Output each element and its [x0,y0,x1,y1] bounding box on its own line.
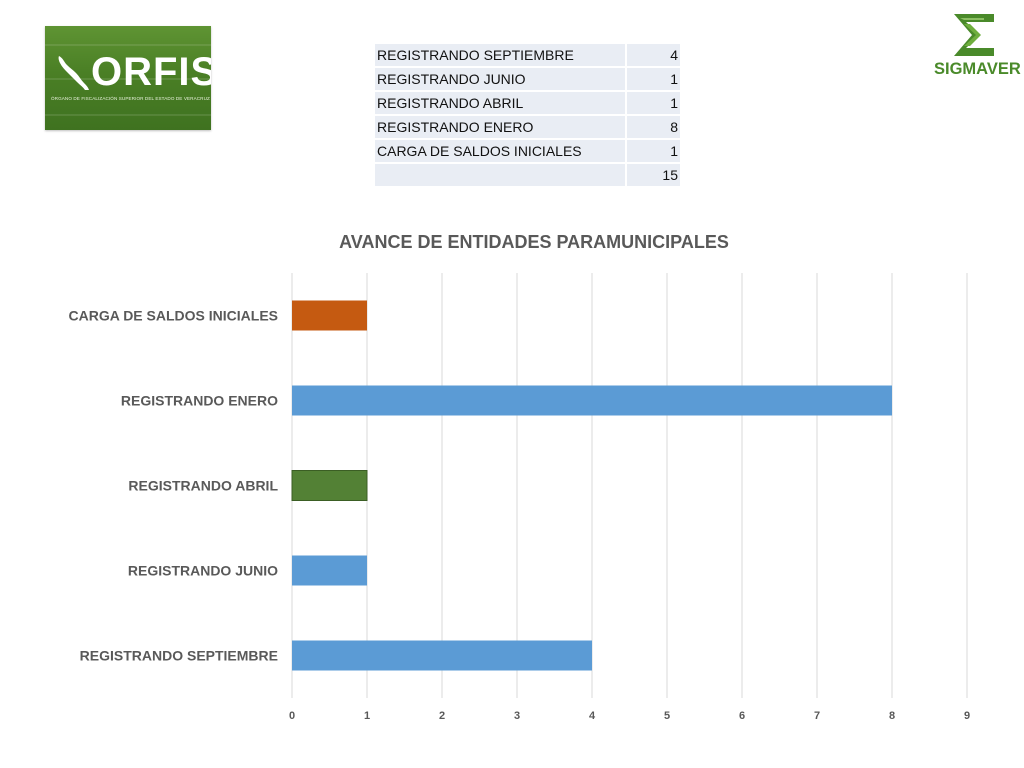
category-label: CARGA DE SALDOS INICIALES [69,308,279,324]
x-tick-label: 3 [514,710,520,722]
row-label: CARGA DE SALDOS INICIALES [375,140,627,164]
summary-table: REGISTRANDO SEPTIEMBRE 4 REGISTRANDO JUN… [375,44,680,188]
category-label: REGISTRANDO ENERO [121,393,278,409]
category-label: REGISTRANDO JUNIO [128,563,278,579]
table-row: REGISTRANDO ABRIL 1 [375,92,680,116]
x-tick-label: 8 [889,710,895,722]
x-tick-label: 7 [814,710,820,722]
table-row: REGISTRANDO SEPTIEMBRE 4 [375,44,680,68]
table-row: CARGA DE SALDOS INICIALES 1 [375,140,680,164]
x-tick-label: 9 [964,710,970,722]
row-label: REGISTRANDO SEPTIEMBRE [375,44,627,68]
bar [292,385,892,416]
x-tick-label: 0 [289,710,295,722]
bar [291,470,368,501]
sigma-icon [954,14,994,56]
orfis-logo: ORFIS ÓRGANO DE FISCALIZACIÓN SUPERIOR D… [45,26,211,130]
x-tick-label: 2 [439,710,445,722]
sigmaver-wordmark: SIGMAVER [934,60,1021,78]
x-tick-label: 4 [589,710,596,722]
category-label: REGISTRANDO ABRIL [128,478,278,494]
table-total-row: 15 [375,164,680,188]
category-label: REGISTRANDO SEPTIEMBRE [80,648,278,664]
chart-title: AVANCE DE ENTIDADES PARAMUNICIPALES [339,232,729,252]
total-value: 15 [627,164,680,188]
bar [292,640,592,671]
row-value: 4 [627,44,680,68]
table-row: REGISTRANDO JUNIO 1 [375,68,680,92]
row-label: REGISTRANDO ABRIL [375,92,627,116]
row-value: 1 [627,92,680,116]
x-tick-label: 6 [739,710,745,722]
bar [292,300,367,331]
table-row: REGISTRANDO ENERO 8 [375,116,680,140]
row-value: 1 [627,68,680,92]
row-value: 1 [627,140,680,164]
orfis-tagline: ÓRGANO DE FISCALIZACIÓN SUPERIOR DEL EST… [51,96,210,101]
row-label: REGISTRANDO JUNIO [375,68,627,92]
sigmaver-logo: SIGMAVER [930,10,1022,80]
row-label: REGISTRANDO ENERO [375,116,627,140]
total-label-cell [375,164,627,188]
x-tick-label: 1 [364,710,370,722]
veracruz-map-icon [58,56,89,90]
orfis-wordmark: ORFIS [91,50,211,94]
bar [292,555,367,586]
x-tick-label: 5 [664,710,670,722]
row-value: 8 [627,116,680,140]
